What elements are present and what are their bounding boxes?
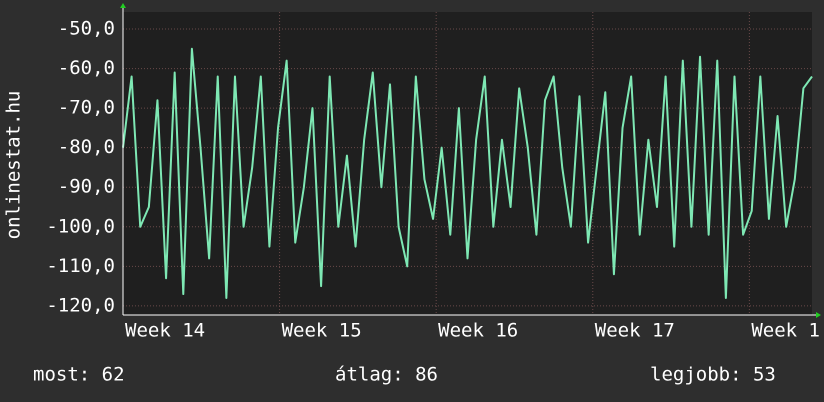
data-line bbox=[122, 47, 813, 299]
y-tick-label: -120,0 bbox=[46, 294, 115, 316]
y-tick-label: -70,0 bbox=[58, 97, 115, 119]
x-axis-arrow bbox=[816, 312, 821, 318]
y-tick-label: -80,0 bbox=[58, 136, 115, 158]
y-axis-arrow bbox=[120, 3, 126, 8]
x-tick-label: Week 17 bbox=[595, 320, 675, 342]
y-tick-label: -110,0 bbox=[46, 255, 115, 277]
y-axis-label: onlinestat.hu bbox=[3, 91, 25, 240]
footer-average: átlag: 86 bbox=[335, 364, 438, 386]
footer-current: most: 62 bbox=[33, 364, 125, 386]
y-tick-label: -100,0 bbox=[46, 215, 115, 237]
x-tick-label: Week 16 bbox=[438, 320, 518, 342]
x-tick-label: Week 1 bbox=[751, 320, 820, 342]
x-tick-label: Week 14 bbox=[125, 320, 205, 342]
footer-best: legjobb: 53 bbox=[650, 364, 776, 386]
y-tick-label: -90,0 bbox=[58, 176, 115, 198]
y-tick-label: -50,0 bbox=[58, 18, 115, 40]
y-tick-label: -60,0 bbox=[58, 57, 115, 79]
x-tick-label: Week 15 bbox=[282, 320, 362, 342]
plot-area bbox=[123, 12, 812, 315]
